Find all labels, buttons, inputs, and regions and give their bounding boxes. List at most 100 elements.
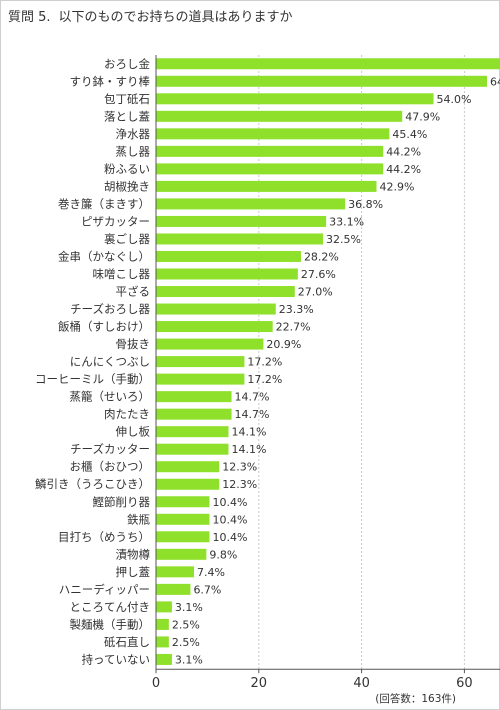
bar (156, 548, 207, 560)
value-label: 33.1% (329, 215, 364, 228)
category-label: ところてん付き (70, 600, 151, 614)
value-label: 3.1% (175, 601, 203, 614)
bar (156, 426, 229, 438)
bar (156, 653, 172, 665)
value-label: 2.5% (172, 618, 200, 631)
category-label: お櫃（おひつ） (70, 460, 151, 474)
bar (156, 163, 384, 175)
category-label: チーズおろし器 (70, 302, 150, 316)
value-label: 12.3% (222, 478, 257, 491)
category-label: 裏ごし器 (104, 232, 150, 246)
value-label: 14.7% (235, 391, 270, 404)
bar (156, 601, 172, 613)
bar (156, 408, 232, 420)
value-label: 32.5% (326, 233, 361, 246)
bar (156, 250, 301, 262)
bar (156, 233, 324, 245)
x-tick-label: 40 (353, 676, 370, 691)
value-label: 36.8% (348, 198, 383, 211)
category-label: 包丁砥石 (104, 92, 150, 106)
category-label: 持っていない (82, 652, 150, 666)
category-label: 飯桶（すしおけ） (58, 320, 150, 334)
category-label: 平ざる (116, 285, 151, 299)
bar (156, 391, 232, 403)
value-label: 12.3% (222, 461, 257, 474)
value-label: 14.1% (231, 426, 266, 439)
category-label: 胡椒挽き (104, 179, 150, 193)
value-label: 64.4% (490, 75, 500, 88)
category-label: 金串（かなぐし） (58, 249, 150, 263)
bar (156, 618, 169, 630)
category-label: 粉ふるい (104, 162, 150, 176)
bar (156, 583, 191, 595)
value-label: 54.0% (437, 93, 472, 106)
value-label: 10.4% (212, 513, 247, 526)
bar (156, 513, 210, 525)
bar (156, 58, 500, 70)
bar (156, 128, 390, 140)
bar (156, 303, 276, 315)
value-label: 14.1% (231, 443, 266, 456)
value-label: 7.4% (197, 566, 225, 579)
value-label: 22.7% (276, 321, 311, 334)
value-label: 3.1% (175, 653, 203, 666)
response-count: (回答数：163件) (375, 692, 456, 705)
x-tick-label: 60 (456, 676, 473, 691)
value-label: 45.4% (392, 128, 427, 141)
category-label: 浄水器 (116, 127, 151, 141)
category-label: 押し蓋 (116, 565, 151, 579)
x-tick-label: 0 (152, 676, 160, 691)
bar (156, 321, 273, 333)
value-label: 42.9% (380, 180, 415, 193)
category-label: 鱗引き（うろこひき） (35, 477, 150, 491)
bar (156, 198, 346, 210)
value-label: 44.2% (386, 163, 421, 176)
bar (156, 75, 488, 87)
value-label: 10.4% (212, 531, 247, 544)
category-label: コーヒーミル（手動） (35, 372, 150, 386)
category-label: 伸し板 (116, 425, 151, 439)
value-label: 6.7% (193, 583, 221, 596)
category-label: 砥石直し (104, 635, 150, 649)
value-label: 27.0% (298, 286, 333, 299)
bar (156, 496, 210, 508)
category-label: チーズカッター (70, 442, 150, 456)
bar (156, 636, 169, 648)
category-label: 味噌こし器 (93, 267, 151, 281)
category-label: 落とし蓋 (104, 109, 150, 123)
value-label: 28.2% (304, 250, 339, 263)
bar (156, 338, 264, 350)
question-heading: 質問 5. 以下のものでお持ちの道具はありますか (8, 6, 293, 25)
category-label: 蒸し器 (116, 144, 151, 158)
bar (156, 373, 245, 385)
bar (156, 566, 195, 578)
value-label: 27.6% (301, 268, 336, 281)
value-label: 47.9% (405, 110, 440, 123)
category-label: すり鉢・すり棒 (70, 74, 151, 88)
category-label: おろし金 (104, 57, 150, 71)
category-label: 鉄瓶 (127, 512, 150, 526)
value-label: 17.2% (247, 373, 282, 386)
bar (156, 110, 403, 122)
question-text: 以下のものでお持ちの道具はありますか (58, 10, 293, 25)
category-label: 肉たたき (104, 407, 150, 421)
value-label: 23.3% (279, 303, 314, 316)
category-label: ハニーディッパー (59, 582, 150, 596)
category-label: 巻き簾（まきす） (58, 197, 150, 211)
category-label: 蒸籠（せいろ） (70, 390, 151, 404)
bar (156, 478, 220, 490)
category-label: ピザカッター (81, 214, 150, 228)
category-label: 製麺機（手動） (70, 617, 151, 631)
bar (156, 531, 210, 543)
value-label: 14.7% (235, 408, 270, 421)
value-label: 10.4% (212, 496, 247, 509)
bar (156, 180, 377, 192)
value-label: 20.9% (266, 338, 301, 351)
bar (156, 443, 229, 455)
category-label: にんにくつぶし (70, 355, 150, 369)
bar (156, 461, 220, 473)
category-label: 鰹節削り器 (93, 495, 151, 509)
bar (156, 356, 245, 368)
category-label: 漬物樽 (116, 547, 151, 561)
